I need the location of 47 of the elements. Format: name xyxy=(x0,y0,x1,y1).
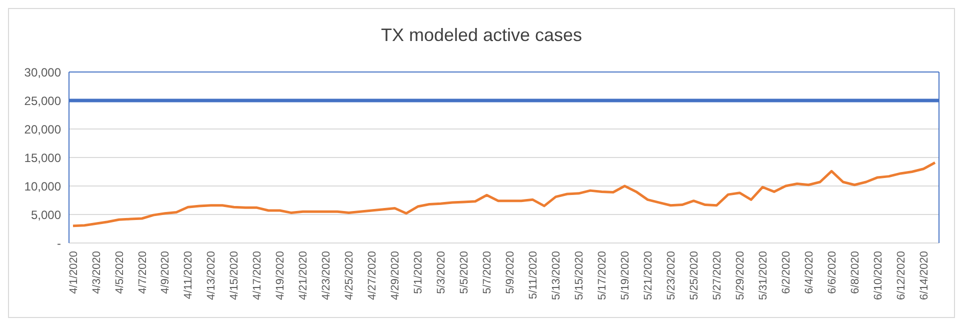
x-tick-label: 4/17/2020 xyxy=(252,251,264,300)
y-tick-label: 30,000 xyxy=(24,65,62,80)
x-tick-label: 5/25/2020 xyxy=(688,251,700,300)
x-tick-label: 4/1/2020 xyxy=(68,251,80,294)
x-tick-label: 5/27/2020 xyxy=(711,251,724,300)
y-tick-label: 10,000 xyxy=(24,179,62,194)
x-tick-label: 4/27/2020 xyxy=(366,251,379,300)
x-tick-label: 4/15/2020 xyxy=(228,251,241,300)
x-tick-label: 5/11/2020 xyxy=(528,251,540,300)
x-tick-label: 6/6/2020 xyxy=(826,251,838,294)
x-tick-label: 4/29/2020 xyxy=(390,251,402,300)
x-tick-label: 4/3/2020 xyxy=(90,251,103,294)
x-tick-label: 6/12/2020 xyxy=(895,251,908,300)
x-tick-label: 4/5/2020 xyxy=(114,251,126,294)
x-tick-label: 5/7/2020 xyxy=(482,251,494,294)
x-tick-label: 6/14/2020 xyxy=(918,251,930,300)
x-tick-label: 5/19/2020 xyxy=(619,251,632,300)
x-tick-label: 4/13/2020 xyxy=(206,251,218,300)
x-tick-label: 5/21/2020 xyxy=(642,251,654,300)
x-tick-label: 5/17/2020 xyxy=(596,251,609,300)
x-tick-label: 5/15/2020 xyxy=(574,251,586,300)
x-tick-label: 4/21/2020 xyxy=(298,251,310,300)
x-tick-label: 4/7/2020 xyxy=(136,251,149,294)
y-tick-label: 15,000 xyxy=(24,150,62,165)
y-tick-label: 5,000 xyxy=(30,208,62,222)
x-tick-label: 5/1/2020 xyxy=(412,251,425,294)
x-tick-label: 6/4/2020 xyxy=(803,251,816,294)
x-tick-label: 4/19/2020 xyxy=(274,251,287,300)
x-tick-label: 6/10/2020 xyxy=(872,251,884,300)
x-tick-label: 5/3/2020 xyxy=(436,251,448,294)
x-tick-label: 5/13/2020 xyxy=(550,251,563,300)
y-tick-label: - xyxy=(57,236,61,250)
x-tick-label: 4/25/2020 xyxy=(344,251,356,300)
x-tick-label: 6/2/2020 xyxy=(780,251,792,294)
x-tick-label: 5/9/2020 xyxy=(504,251,517,294)
x-tick-label: 5/5/2020 xyxy=(458,251,471,294)
y-tick-label: 25,000 xyxy=(24,94,62,108)
y-tick-label: 20,000 xyxy=(24,122,62,136)
x-tick-label: 4/23/2020 xyxy=(320,251,333,300)
x-tick-label: 5/23/2020 xyxy=(665,251,678,300)
x-tick-label: 5/29/2020 xyxy=(734,251,746,300)
line-series xyxy=(72,161,936,228)
x-tick-label: 5/31/2020 xyxy=(757,251,770,300)
x-tick-label: 4/9/2020 xyxy=(160,251,172,294)
x-tick-label: 6/8/2020 xyxy=(849,251,862,294)
x-tick-label: 4/11/2020 xyxy=(182,251,195,300)
chart-title: TX modeled active cases xyxy=(380,25,584,46)
